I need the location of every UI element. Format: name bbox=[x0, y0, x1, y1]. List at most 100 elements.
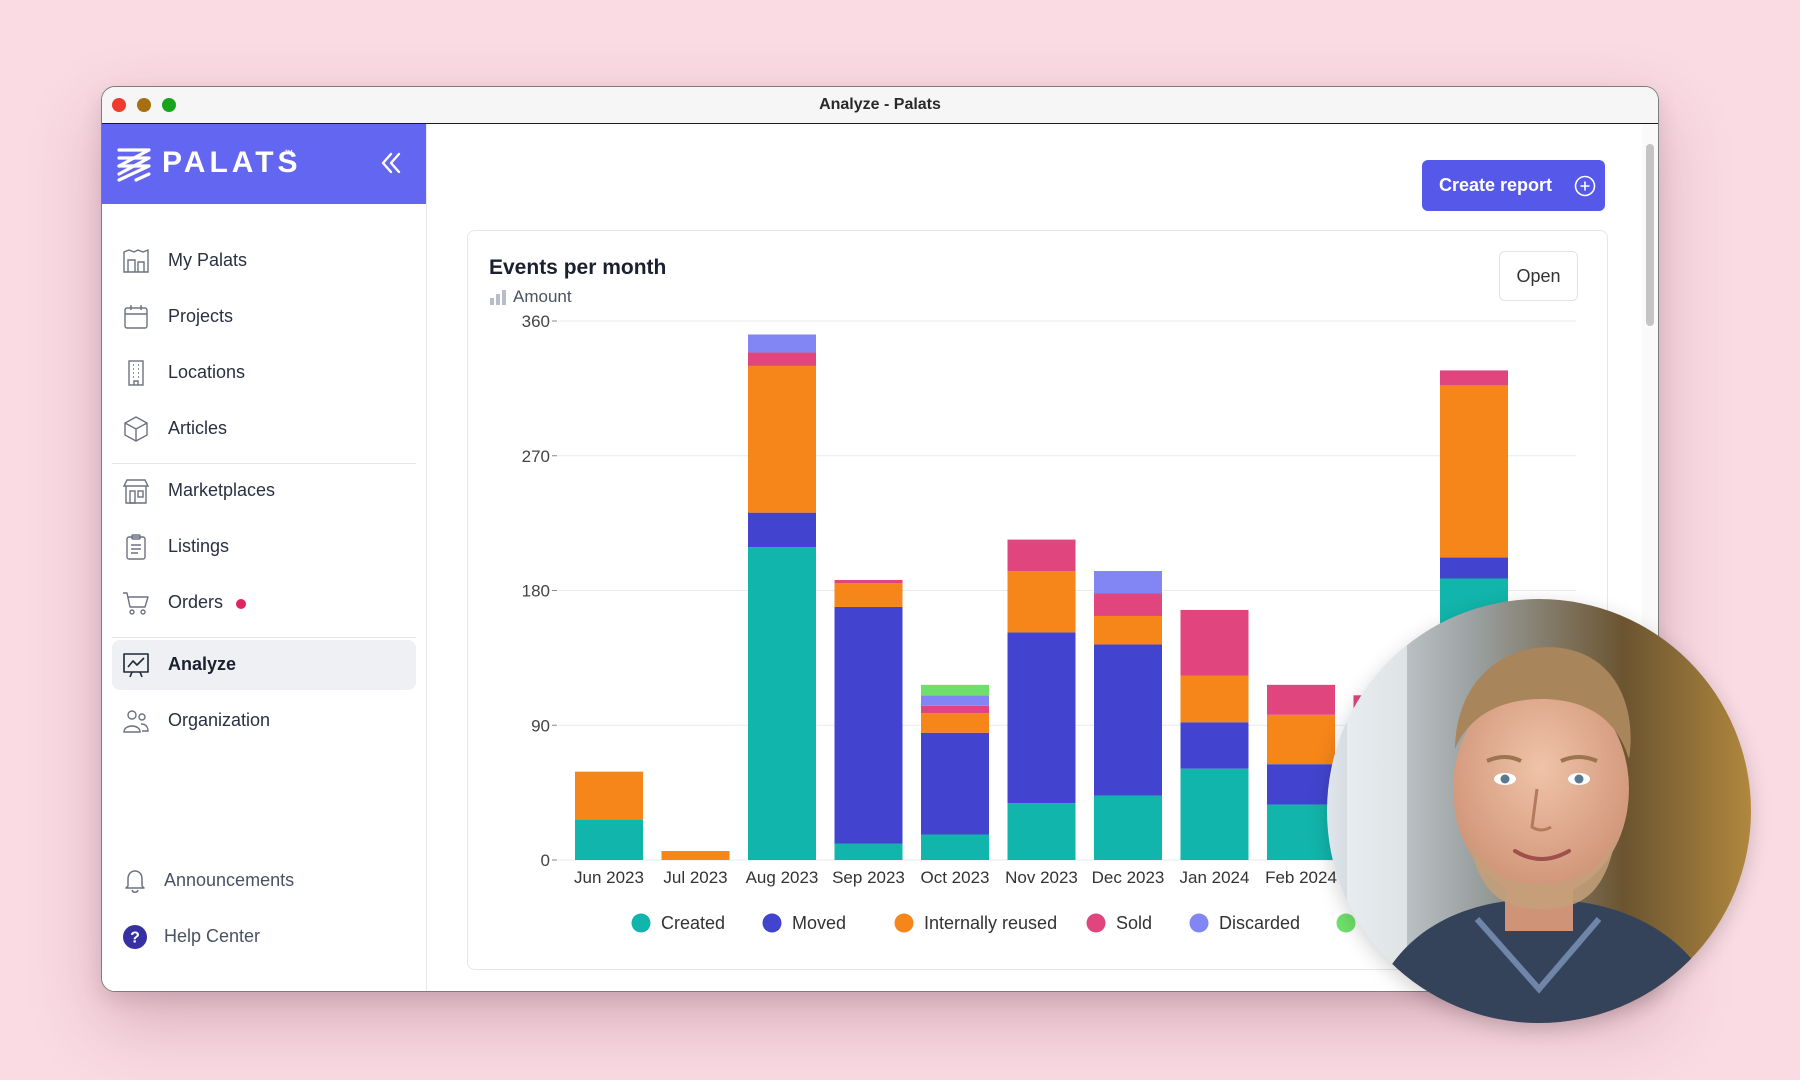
bar-segment bbox=[661, 851, 730, 860]
bar-segment bbox=[834, 583, 903, 607]
legend-label: Internally reused bbox=[924, 913, 1057, 933]
legend-swatch bbox=[1189, 913, 1209, 933]
bar-segment bbox=[1440, 370, 1508, 386]
bar-segment bbox=[1094, 615, 1162, 645]
collapse-sidebar-button[interactable] bbox=[378, 150, 404, 176]
sidebar-item-orders[interactable]: Orders bbox=[112, 578, 416, 628]
x-tick-label: Jan 2024 bbox=[1180, 868, 1250, 887]
bar-segment bbox=[834, 606, 903, 844]
clipboard-icon bbox=[126, 534, 146, 560]
bar-segment bbox=[575, 819, 643, 860]
bar-chart-icon bbox=[490, 290, 506, 305]
bar-segment bbox=[1180, 722, 1249, 769]
bar-segment bbox=[834, 580, 903, 584]
bar-segment bbox=[1007, 803, 1076, 860]
bar-segment bbox=[1094, 644, 1162, 796]
bar-segment bbox=[748, 352, 816, 366]
bar-segment bbox=[1440, 385, 1508, 558]
bar-segment bbox=[1440, 557, 1508, 579]
scrollbar-thumb[interactable] bbox=[1646, 144, 1654, 326]
card-subtitle: Amount bbox=[513, 287, 572, 306]
sidebar-item-articles[interactable]: Articles bbox=[112, 404, 416, 454]
y-tick-label: 360 bbox=[522, 312, 550, 331]
warehouse-icon bbox=[123, 248, 149, 273]
sidebar-item-listings[interactable]: Listings bbox=[112, 522, 416, 572]
legend-swatch bbox=[1336, 913, 1356, 933]
legend-label: Moved bbox=[792, 913, 846, 933]
notification-dot bbox=[236, 599, 246, 609]
building-icon bbox=[128, 360, 144, 386]
sidebar-item-analyze[interactable]: Analyze bbox=[112, 640, 416, 690]
sidebar-item-label: Analyze bbox=[168, 654, 237, 674]
sidebar-item-label: Listings bbox=[168, 536, 230, 556]
sidebar-item-label: Orders bbox=[168, 592, 224, 612]
x-tick-label: Jul 2023 bbox=[663, 868, 727, 887]
svg-text:?: ? bbox=[130, 930, 140, 947]
bar-segment bbox=[748, 365, 816, 513]
window-title: Analyze - Palats bbox=[819, 96, 941, 113]
bar-segment bbox=[921, 732, 989, 835]
help-center-label: Help Center bbox=[164, 926, 261, 946]
minimize-window-button[interactable] bbox=[137, 98, 151, 112]
legend-label: Sold bbox=[1116, 913, 1152, 933]
x-tick-label: Nov 2023 bbox=[1005, 868, 1078, 887]
sidebar: PALATS ™ My Palats bbox=[102, 124, 427, 991]
open-label: Open bbox=[1516, 266, 1561, 286]
maximize-window-button[interactable] bbox=[162, 98, 176, 112]
bar-segment bbox=[1267, 684, 1335, 715]
bar-segment bbox=[921, 695, 989, 706]
x-tick-label: Feb 2024 bbox=[1265, 868, 1337, 887]
y-tick-label: 270 bbox=[522, 447, 550, 466]
bar-segment bbox=[1180, 768, 1249, 860]
bar-segment bbox=[1267, 714, 1335, 765]
bar-segment bbox=[1007, 632, 1076, 804]
sidebar-item-label: My Palats bbox=[168, 250, 248, 270]
brand-name: PALATS bbox=[162, 146, 302, 179]
create-report-button[interactable]: Create report bbox=[1422, 160, 1605, 211]
legend-label: Discarded bbox=[1219, 913, 1300, 933]
bar-segment bbox=[1007, 539, 1076, 572]
bar-segment bbox=[1094, 593, 1162, 616]
sidebar-item-label: Projects bbox=[168, 306, 234, 326]
bar-segment bbox=[834, 843, 903, 860]
bar-segment bbox=[1094, 795, 1162, 860]
legend-swatch bbox=[631, 913, 651, 933]
help-center-link[interactable]: ? Help Center bbox=[114, 916, 414, 956]
bar-segment bbox=[575, 771, 643, 820]
y-tick-label: 0 bbox=[541, 851, 550, 870]
bar-segment bbox=[1094, 571, 1162, 594]
legend-swatch bbox=[894, 913, 914, 933]
sidebar-item-my-palats[interactable]: My Palats bbox=[112, 236, 416, 286]
brand-trademark: ™ bbox=[284, 148, 293, 158]
announcements-label: Announcements bbox=[164, 870, 295, 890]
close-window-button[interactable] bbox=[112, 98, 126, 112]
x-tick-label: Dec 2023 bbox=[1092, 868, 1165, 887]
bell-icon bbox=[125, 870, 145, 893]
palats-logo-icon bbox=[117, 148, 151, 182]
legend-label: Created bbox=[661, 913, 725, 933]
open-button[interactable]: Open bbox=[1499, 251, 1578, 301]
legend-swatch bbox=[1086, 913, 1106, 933]
sidebar-item-projects[interactable]: Projects bbox=[112, 292, 416, 342]
bar-segment bbox=[748, 512, 816, 548]
sidebar-item-organization[interactable]: Organization bbox=[112, 696, 416, 746]
bar-segment bbox=[921, 834, 989, 860]
bar-segment bbox=[1180, 609, 1249, 676]
sidebar-item-label: Articles bbox=[168, 418, 228, 438]
bar-segment bbox=[1007, 571, 1076, 633]
bar-segment bbox=[1180, 675, 1249, 723]
bar-segment bbox=[921, 684, 989, 696]
cart-icon bbox=[123, 592, 149, 615]
announcements-link[interactable]: Announcements bbox=[114, 860, 414, 900]
x-tick-label: Aug 2023 bbox=[746, 868, 819, 887]
y-tick-label: 180 bbox=[522, 582, 550, 601]
profile-photo bbox=[1327, 599, 1751, 1023]
bar-segment bbox=[1267, 804, 1335, 860]
sidebar-item-marketplaces[interactable]: Marketplaces bbox=[112, 466, 416, 516]
sidebar-item-label: Locations bbox=[168, 362, 246, 382]
plus-circle-icon bbox=[1574, 175, 1596, 197]
brand-header: PALATS ™ bbox=[102, 124, 426, 204]
legend-swatch bbox=[762, 913, 782, 933]
sidebar-item-locations[interactable]: Locations bbox=[112, 348, 416, 398]
storefront-icon bbox=[122, 479, 150, 504]
